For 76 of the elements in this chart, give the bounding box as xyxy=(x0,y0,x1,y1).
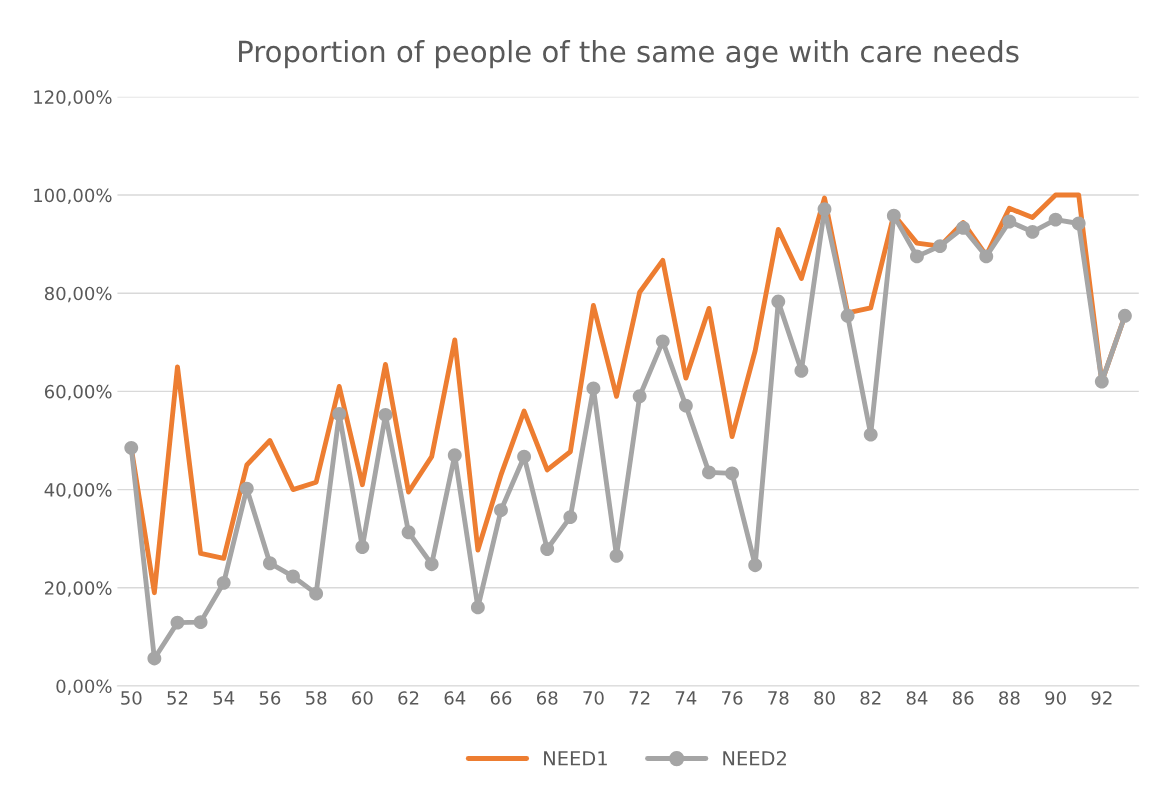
x-tick-label: 56 xyxy=(259,691,281,705)
point xyxy=(702,465,716,480)
point xyxy=(378,408,393,422)
x-tick-label: 70 xyxy=(583,691,604,705)
x-tick-label: 90 xyxy=(1045,691,1066,705)
x-tick-label: 76 xyxy=(722,691,743,705)
point xyxy=(517,449,532,464)
y-tick-label: 60,00% xyxy=(44,384,112,401)
point xyxy=(748,558,763,573)
point xyxy=(910,249,924,264)
y-tick-label: 0,00% xyxy=(56,679,112,695)
point xyxy=(470,600,485,615)
x-tick-label: 72 xyxy=(629,691,650,705)
point xyxy=(447,448,462,463)
point xyxy=(494,503,508,518)
point xyxy=(817,202,832,217)
x-tick-label: 88 xyxy=(999,691,1020,705)
point xyxy=(1025,224,1040,239)
point xyxy=(609,548,624,563)
point xyxy=(1094,374,1109,389)
point xyxy=(124,440,139,455)
point xyxy=(655,334,670,349)
point xyxy=(771,294,786,309)
point xyxy=(956,220,971,235)
point xyxy=(1002,214,1017,229)
x-tick-label: 84 xyxy=(906,691,928,705)
point xyxy=(725,466,740,481)
point xyxy=(332,407,347,421)
point xyxy=(216,575,231,590)
point xyxy=(193,615,208,630)
x-tick-label: 58 xyxy=(306,691,327,705)
point xyxy=(678,398,693,413)
x-tick-label: 86 xyxy=(952,691,974,705)
x-tick-label: 50 xyxy=(121,691,142,705)
point xyxy=(1071,216,1086,231)
point xyxy=(262,556,277,571)
point xyxy=(401,525,416,540)
point xyxy=(933,239,947,254)
x-tick-label: 78 xyxy=(768,691,789,705)
x-tick-label: 52 xyxy=(167,691,188,705)
x-tick-label: 80 xyxy=(814,691,835,705)
point xyxy=(309,586,324,601)
x-tick-label: 54 xyxy=(213,691,235,705)
x-tick-label: 62 xyxy=(398,691,419,705)
point xyxy=(840,308,855,323)
point xyxy=(540,542,555,556)
point xyxy=(355,540,370,554)
point xyxy=(586,381,601,396)
y-tick-label: 80,00% xyxy=(44,286,112,303)
point xyxy=(979,249,994,264)
y-tick-label: 120,00% xyxy=(34,90,112,106)
point xyxy=(632,389,647,404)
point xyxy=(563,510,578,525)
point xyxy=(863,427,878,442)
x-tick-label: 68 xyxy=(536,691,558,705)
point xyxy=(239,481,254,496)
x-tick-label: 74 xyxy=(675,691,697,705)
x-tick-label: 92 xyxy=(1091,691,1112,705)
x-tick-label: 64 xyxy=(444,691,466,705)
x-tick-label: 82 xyxy=(860,691,881,705)
chart-title: Proportion of people of the same age with care needs xyxy=(239,39,1019,69)
point xyxy=(424,557,439,572)
point xyxy=(1117,308,1132,323)
point xyxy=(794,363,809,378)
point xyxy=(1048,212,1063,227)
point xyxy=(170,615,185,630)
x-tick-label: 66 xyxy=(490,691,512,705)
point xyxy=(286,569,300,584)
point xyxy=(147,651,162,666)
legend-label: NEED1 xyxy=(544,751,607,766)
y-tick-label: 40,00% xyxy=(44,483,112,499)
point xyxy=(886,208,901,223)
x-tick-label: 60 xyxy=(352,691,373,705)
legend-label: NEED2 xyxy=(723,750,786,766)
y-tick-label: 100,00% xyxy=(34,188,112,204)
y-tick-label: 20,00% xyxy=(45,581,112,597)
